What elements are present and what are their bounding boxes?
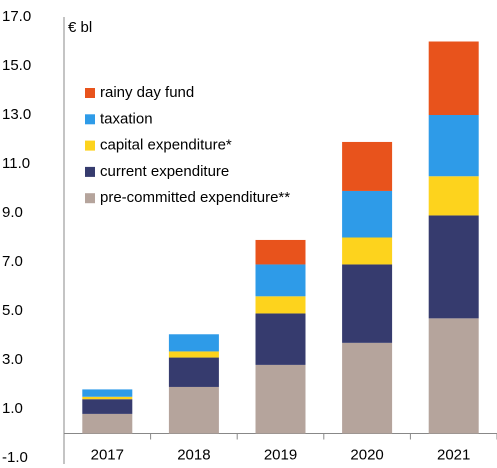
bar-segment [342, 190, 393, 238]
bar-segment [428, 41, 479, 115]
bar-segment [255, 364, 306, 434]
bar-segment [342, 342, 393, 434]
x-tick-label: 2021 [437, 446, 470, 463]
x-tick-label: 2017 [91, 446, 124, 463]
legend-swatch [85, 114, 95, 125]
bar-segment [342, 264, 393, 343]
legend-swatch [85, 140, 95, 151]
legend-swatch [85, 193, 95, 204]
bar-segment [82, 399, 133, 414]
y-tick-label: 7.0 [2, 253, 23, 270]
legend-label: current expenditure [100, 163, 229, 180]
x-tick-label: 2019 [264, 446, 297, 463]
bar-segment [342, 237, 393, 265]
legend-swatch [85, 88, 95, 98]
y-tick-label: 17.0 [2, 8, 31, 25]
y-tick-label: 1.0 [2, 400, 23, 417]
legend-label: capital expenditure* [100, 137, 232, 154]
bar-segment [255, 296, 306, 314]
bar-segment [82, 396, 133, 400]
y-tick-label: 9.0 [2, 204, 23, 221]
legend-label: taxation [100, 110, 153, 127]
legend-label: rainy day fund [100, 84, 194, 101]
bar-segment [168, 386, 219, 434]
y-tick-label: 15.0 [2, 57, 31, 74]
bar-segment [428, 115, 479, 177]
y-axis-label: € bl [68, 19, 92, 36]
bar-segment [82, 389, 133, 397]
bar-segment [428, 318, 479, 434]
x-tick-label: 2018 [177, 446, 210, 463]
bar-segment [168, 334, 219, 352]
bar-segment [255, 313, 306, 365]
y-tick-label: 11.0 [2, 155, 30, 172]
bar-segment [255, 264, 306, 297]
y-tick-label: 13.0 [2, 106, 31, 123]
bar-segment [428, 176, 479, 216]
bar-segment [255, 239, 306, 265]
bar-segment [168, 357, 219, 387]
bar-segment [168, 351, 219, 358]
bar-segment [82, 413, 133, 434]
y-tick-label: 5.0 [2, 302, 23, 319]
legend-swatch [85, 166, 95, 177]
x-tick-label: 2020 [350, 446, 383, 463]
y-tick-label: 3.0 [2, 351, 23, 368]
bar-segment [342, 141, 393, 191]
y-tick-label: -1.0 [2, 449, 28, 466]
bar-segment [428, 215, 479, 319]
legend-label: pre-committed expenditure** [100, 189, 290, 206]
